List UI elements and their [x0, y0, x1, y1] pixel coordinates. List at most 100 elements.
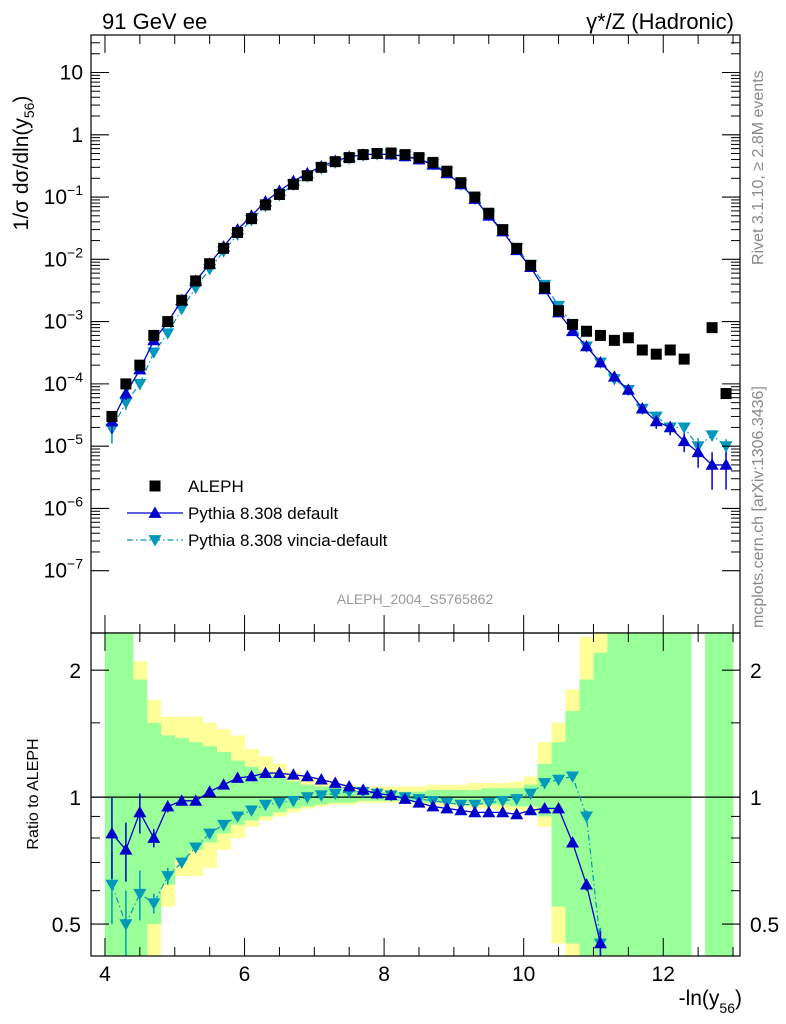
default-ratio-point: [119, 843, 133, 855]
ratio-series-layer: [105, 766, 607, 956]
vincia-ratio-point: [468, 799, 482, 812]
aleph-data-point: [580, 325, 592, 337]
default-ratio-point: [203, 785, 217, 797]
ratio-band-inner: [551, 742, 566, 907]
aleph-data-point: [427, 156, 439, 168]
rivet-version-text: Rivet 3.1.10, ≥ 2.8M events: [750, 70, 767, 265]
default-ratio-point: [579, 878, 593, 890]
aleph-data-point: [511, 242, 523, 254]
x-axis-label: -ln(y56): [679, 987, 742, 1016]
aleph-data-point: [497, 224, 509, 236]
vincia-ratio-point: [258, 799, 272, 812]
vincia-ratio-point: [314, 790, 328, 802]
default-ratio-point: [328, 776, 342, 788]
default-ratio-point: [412, 796, 426, 808]
aleph-data-point: [706, 322, 718, 334]
vincia-ratio-point: [552, 774, 566, 787]
vincia-ratio-point: [245, 805, 259, 817]
ratio-band-inner: [677, 633, 692, 956]
aleph-data-point: [553, 305, 565, 317]
default-ratio-point: [147, 831, 161, 843]
default-main-point: [719, 458, 733, 470]
vincia-main-point: [175, 304, 189, 316]
main-panel: 10−7 10−6 10−5 10−4 10−3 10−2 10−1 1 10 ALEPH_20…: [44, 34, 741, 634]
main-y-tick-label: 10−2: [44, 244, 84, 271]
legend: ALEPH Pythia 8.308 default Pythia 8.308 vi…: [127, 477, 388, 550]
vincia-main-point: [705, 430, 719, 442]
default-ratio-point: [161, 800, 175, 812]
ratio-band-inner: [453, 789, 469, 803]
aleph-data-point: [483, 207, 495, 219]
aleph-data-point: [106, 410, 118, 422]
default-ratio-point: [510, 807, 524, 820]
vincia-main-point: [161, 328, 175, 340]
vincia-ratio-point: [217, 819, 231, 832]
default-main-point: [119, 387, 133, 399]
aleph-data-point: [176, 294, 188, 306]
main-y-tick-label: 10−4: [44, 369, 84, 396]
aleph-data-point: [148, 329, 160, 341]
vincia-ratio-point: [105, 879, 119, 892]
vincia-ratio-point: [231, 811, 245, 823]
vincia-main-line: [111, 153, 727, 448]
aleph-data-point: [329, 156, 341, 168]
ratio-band-inner: [663, 633, 678, 956]
aleph-data-point: [315, 161, 327, 173]
default-ratio-point: [189, 794, 203, 806]
default-ratio-point: [566, 836, 580, 848]
ratio-y-tick-label-right: 0.5: [750, 914, 779, 937]
vincia-ratio-point: [133, 888, 147, 901]
vincia-ratio-point: [566, 771, 580, 783]
default-ratio-point: [496, 805, 510, 818]
ratio-band-inner: [216, 751, 231, 834]
aleph-data-point: [343, 152, 355, 164]
aleph-data-point: [385, 147, 397, 159]
ratio-y-tick-label: 0.5: [52, 914, 81, 937]
default-ratio-point: [524, 803, 538, 816]
vincia-main-point: [147, 347, 161, 359]
default-ratio-point: [468, 805, 482, 818]
ratio-y-tick-label: 1: [69, 787, 81, 810]
header-left: 91 GeV ee: [102, 9, 207, 34]
ratio-band-inner: [258, 771, 273, 817]
x-tick-label: 8: [378, 963, 390, 986]
aleph-data-point: [273, 188, 285, 200]
mcplots-credit-text: mcplots.cern.ch [arXiv:1306.3436]: [750, 386, 767, 628]
legend-default-marker: [148, 506, 162, 518]
main-series-layer: [105, 147, 733, 490]
default-main-point: [607, 370, 621, 382]
x-tick-label: 10: [512, 963, 535, 986]
default-ratio-point: [356, 783, 370, 795]
vincia-ratio-point: [496, 795, 510, 808]
default-ratio-point: [105, 826, 119, 839]
vincia-ratio-point: [328, 788, 342, 800]
aleph-data-point: [287, 178, 299, 190]
vincia-ratio-point: [189, 842, 203, 854]
default-ratio-point: [217, 778, 231, 790]
vincia-main-point: [719, 441, 733, 453]
aleph-data-point: [399, 149, 411, 161]
ratio-band-inner: [230, 760, 245, 825]
aleph-data-point: [594, 329, 606, 341]
default-ratio-point: [286, 768, 300, 780]
default-ratio-point: [314, 773, 328, 785]
vincia-ratio-point: [147, 898, 161, 910]
default-ratio-point: [300, 769, 314, 782]
ratio-y-tick-label: 2: [69, 660, 81, 683]
legend-vincia-marker: [148, 535, 162, 547]
default-main-point: [593, 356, 607, 368]
main-y-tick-label: 10−7: [44, 556, 84, 583]
default-ratio-point: [245, 769, 259, 782]
ratio-band-inner: [146, 722, 162, 925]
aleph-data-point: [567, 318, 579, 330]
default-ratio-point: [231, 771, 245, 783]
ratio-band-inner: [705, 633, 720, 956]
aleph-data-point: [664, 344, 676, 356]
default-ratio-point: [426, 800, 440, 812]
ratio-y-ticks: 0.5 0.5 1 1 2 2: [52, 660, 779, 937]
aleph-data-point: [678, 353, 690, 365]
default-main-line: [111, 153, 727, 466]
main-y-axis-label: 1/σ dσ/dln(y56): [10, 96, 37, 231]
ratio-y-axis-label: Ratio to ALEPH: [25, 738, 42, 849]
